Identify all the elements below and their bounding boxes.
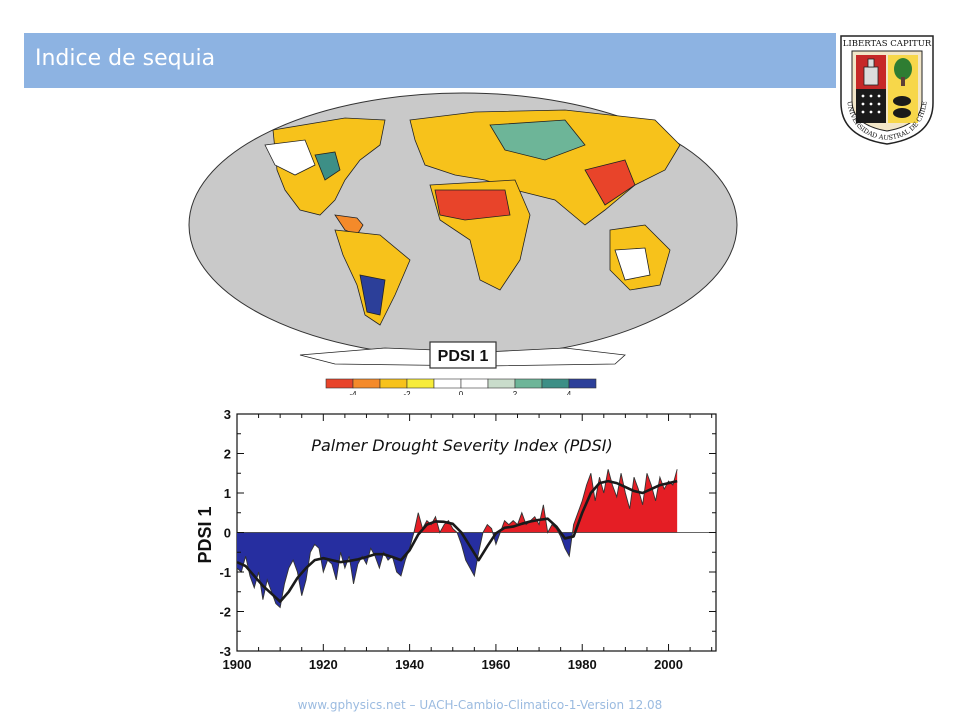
plot-fill-area <box>237 469 678 608</box>
colorbar-swatch <box>568 378 597 389</box>
colorbar-swatch <box>433 378 462 389</box>
y-tick-label: 2 <box>224 447 231 462</box>
colorbar-tick-label: 4 <box>567 390 572 395</box>
map-colorbar: -4 -2 0 2 4 <box>325 378 597 395</box>
x-axis: 1900 1920 1940 1960 1980 2000 <box>223 414 713 672</box>
colorbar-swatch <box>487 378 516 389</box>
x-tick-label: 1940 <box>395 657 424 672</box>
continents <box>264 109 681 367</box>
y-tick-label: -1 <box>219 565 231 580</box>
y-tick-label: 3 <box>224 407 231 422</box>
map-label: PDSI 1 <box>438 348 489 365</box>
positive-area <box>237 469 678 533</box>
colorbar-swatch <box>514 378 543 389</box>
annual-line <box>236 469 678 609</box>
colorbar-tick-label: -2 <box>403 390 411 395</box>
page-title: Indice de sequia <box>35 46 216 71</box>
colorbar-tick-label: 0 <box>459 390 464 395</box>
x-tick-label: 1900 <box>223 657 252 672</box>
x-tick-label: 2000 <box>654 657 683 672</box>
y-tick-label: -3 <box>219 644 231 659</box>
colorbar-swatch <box>460 378 489 389</box>
x-tick-label: 1980 <box>568 657 597 672</box>
colorbar-tick-label: -4 <box>349 390 357 395</box>
pdsi-chart: 1900 1920 1940 1960 1980 2000 -3 -2 -1 0 1 2 3 Palm… <box>195 407 717 672</box>
colorbar-swatch <box>406 378 435 389</box>
title-bar: Indice de sequia <box>24 33 836 88</box>
negative-area <box>237 532 678 608</box>
colorbar-swatch <box>379 378 408 389</box>
plot-lines <box>236 469 716 609</box>
y-tick-label: 0 <box>224 526 231 541</box>
y-tick-label: 1 <box>224 486 231 501</box>
world-pdsi-map: PDSI 1 -4 -2 0 2 4 <box>188 92 738 395</box>
chart-title: Palmer Drought Severity Index (PDSI) <box>311 436 612 455</box>
colorbar-tick-label: 2 <box>513 390 518 395</box>
colorbar-swatch <box>325 378 354 389</box>
colorbar-swatch <box>352 378 381 389</box>
university-crest-logo: LIBERTAS CAPITUR UNIVERSIDAD AUSTRAL DE … <box>840 35 934 145</box>
smoothed-line <box>236 479 678 603</box>
y-tick-label: -2 <box>219 605 231 620</box>
crest-motto: LIBERTAS CAPITUR <box>843 39 932 49</box>
footer-text: www.gphysics.net – UACH-Cambio-Climatico… <box>297 698 663 712</box>
y-axis-label: PDSI 1 <box>195 506 215 563</box>
y-axis: -3 -2 -1 0 1 2 3 <box>219 407 716 659</box>
x-tick-label: 1960 <box>481 657 510 672</box>
x-tick-label: 1920 <box>309 657 338 672</box>
map-label-box <box>429 341 497 369</box>
colorbar-swatch <box>541 378 570 389</box>
